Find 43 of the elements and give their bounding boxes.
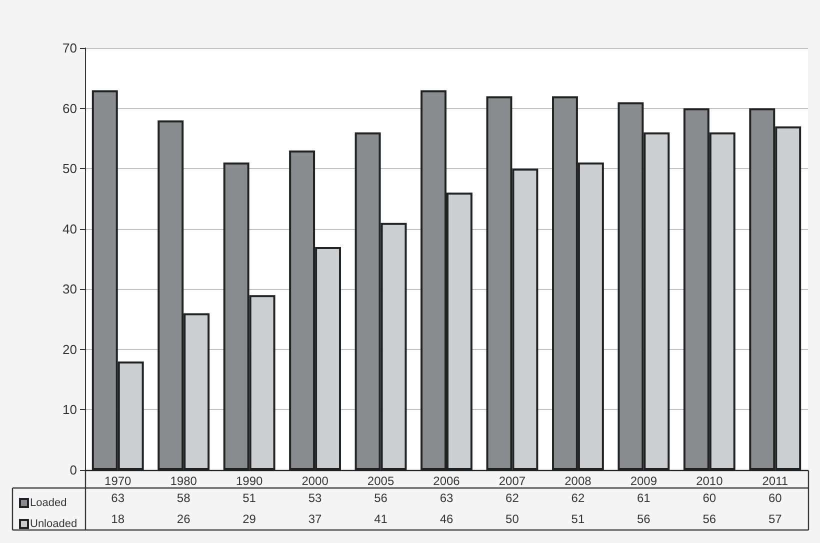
data-label: 46 xyxy=(440,512,454,526)
data-label: 51 xyxy=(242,491,256,505)
data-label: 29 xyxy=(242,512,256,526)
x-tick-label: 2006 xyxy=(433,474,460,488)
x-tick-label: 1970 xyxy=(104,474,132,488)
data-label: 63 xyxy=(440,491,454,505)
data-label: 60 xyxy=(702,491,716,505)
y-tick-label: 50 xyxy=(62,161,77,176)
x-tick-label: 2007 xyxy=(498,474,526,488)
y-tick-label: 70 xyxy=(62,40,77,56)
data-label: 57 xyxy=(768,512,782,526)
x-tick-label: 2000 xyxy=(302,474,329,488)
x-tick-label: 1980 xyxy=(170,474,198,488)
data-label: 37 xyxy=(308,512,322,526)
legend-label: Unloaded xyxy=(30,518,78,530)
data-label: 62 xyxy=(571,491,585,505)
y-tick-label: 20 xyxy=(62,342,77,357)
x-tick-label: 2008 xyxy=(564,474,592,488)
data-label: 56 xyxy=(374,491,388,505)
y-tick-label: 60 xyxy=(62,100,77,116)
data-label: 18 xyxy=(111,512,125,526)
y-tick-label: 0 xyxy=(70,462,77,478)
y-tick-label: 10 xyxy=(62,402,77,418)
y-tick-label: 40 xyxy=(62,221,77,236)
data-label: 41 xyxy=(374,512,388,526)
legend-label: Loaded xyxy=(30,497,67,509)
x-tick-label: 2010 xyxy=(696,474,724,488)
x-tick-label: 1990 xyxy=(236,474,263,488)
x-tick-label: 2011 xyxy=(762,474,788,488)
data-label: 61 xyxy=(636,491,650,505)
data-label: 50 xyxy=(506,512,519,526)
data-label: 26 xyxy=(176,512,190,526)
x-tick-label: 2009 xyxy=(630,474,658,488)
data-label: 58 xyxy=(176,491,190,505)
data-label: 51 xyxy=(571,512,585,526)
data-label: 56 xyxy=(702,512,716,526)
data-label: 62 xyxy=(506,491,519,505)
data-label: 60 xyxy=(768,491,782,505)
y-tick-label: 30 xyxy=(62,282,77,297)
x-tick-label: 2005 xyxy=(367,474,394,488)
data-label: 56 xyxy=(636,512,650,526)
data-label: 53 xyxy=(308,491,322,505)
data-label: 63 xyxy=(111,491,125,505)
